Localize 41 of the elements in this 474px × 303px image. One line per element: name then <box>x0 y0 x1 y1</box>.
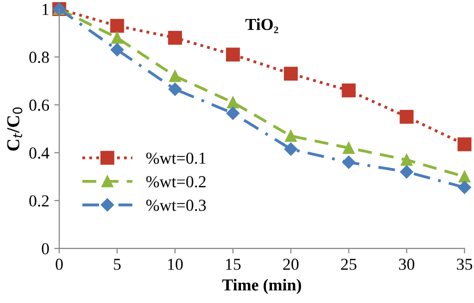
point <box>110 18 124 33</box>
point <box>284 130 297 142</box>
point <box>458 137 472 152</box>
x-tick-label: 0 <box>56 258 63 270</box>
point <box>342 84 356 98</box>
x-tick-label: 15 <box>226 258 241 270</box>
point <box>169 70 181 82</box>
point <box>400 154 413 166</box>
point <box>111 32 124 44</box>
point <box>342 156 356 169</box>
y-tick-label: 0.6 <box>29 100 50 111</box>
x-tick-label: 10 <box>168 258 183 270</box>
legend-label: %wt=0.3 <box>146 200 206 211</box>
x-tick-label: 25 <box>341 258 356 270</box>
point <box>284 142 298 156</box>
point <box>110 43 124 56</box>
point <box>168 30 182 45</box>
point <box>342 142 355 154</box>
x-tick-label: 35 <box>456 258 472 270</box>
legend-label: %wt=0.1 <box>146 152 206 164</box>
x-tick-label: 20 <box>283 258 299 270</box>
x-axis-title: Time (min) <box>222 278 302 294</box>
point <box>226 48 240 62</box>
point <box>458 180 472 194</box>
point <box>168 82 182 96</box>
point <box>400 165 414 178</box>
chart-title: TiO₂ <box>245 18 278 34</box>
point <box>458 170 470 183</box>
x-tick-label: 30 <box>399 258 414 270</box>
y-tick-label: 0 <box>42 243 49 254</box>
y-axis-title: C$_{t}$/C$_{0}$ <box>7 107 22 151</box>
point <box>400 110 414 124</box>
y-tick-label: 0.8 <box>29 52 49 63</box>
y-tick-label: 0.2 <box>29 195 49 207</box>
y-tick-label: 1 <box>42 4 49 15</box>
legend-label: %wt=0.2 <box>146 176 206 188</box>
y-tick-label: 0.4 <box>29 147 50 159</box>
x-tick-label: 5 <box>114 258 121 270</box>
point <box>226 106 240 120</box>
point <box>227 96 239 108</box>
point <box>284 66 298 81</box>
